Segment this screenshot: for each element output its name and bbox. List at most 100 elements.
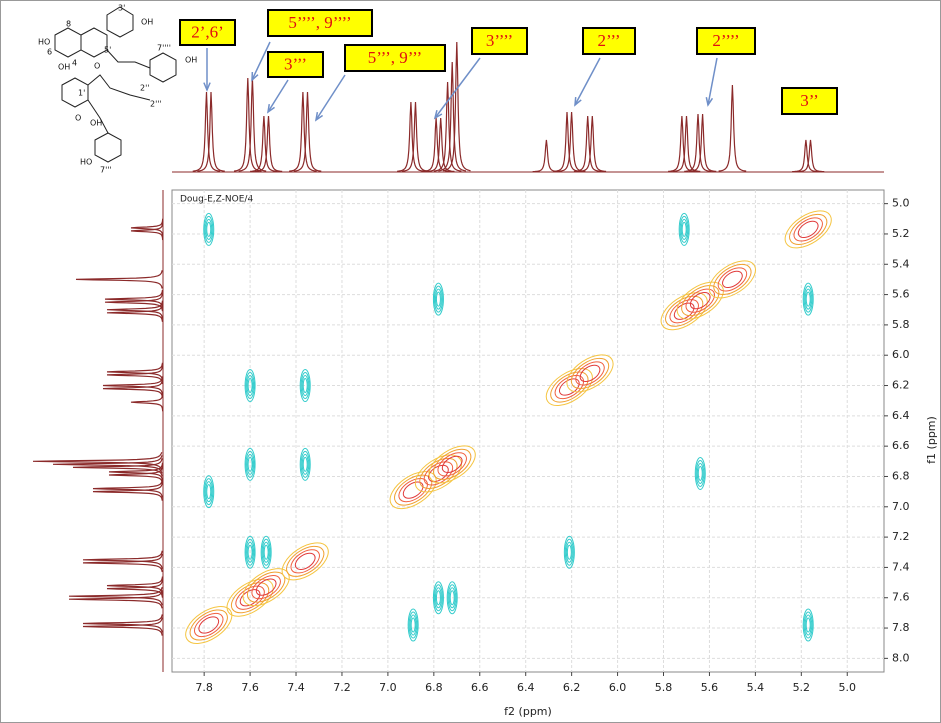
annotation-box — [267, 51, 324, 78]
cross-peak — [301, 453, 309, 475]
y-tick-label: 5.4 — [892, 257, 910, 270]
cross-peak — [565, 541, 573, 563]
y-tick-label: 6.8 — [892, 469, 910, 482]
projection-peak — [426, 117, 455, 173]
cross-peak — [408, 611, 418, 639]
diagonal-peak — [189, 609, 228, 641]
cross-peak — [434, 587, 442, 609]
projection-peak — [197, 91, 225, 172]
projection-peak — [397, 101, 425, 172]
projection-peak — [442, 41, 471, 172]
y-tick-label: 7.0 — [892, 500, 910, 513]
diagonal-peak — [685, 288, 716, 313]
arrow — [574, 57, 601, 106]
projection-peak — [796, 139, 825, 173]
annotation: 3’’’ — [284, 54, 307, 73]
x-tick-label: 7.4 — [287, 681, 305, 694]
projection-peak — [92, 482, 163, 501]
cross-peak — [261, 538, 271, 566]
structure-label: 6 — [47, 48, 52, 57]
cross-peak — [802, 608, 814, 642]
structure-label: 7''' — [100, 166, 112, 175]
projection-peak — [250, 115, 278, 172]
structure-label: OH — [58, 63, 70, 72]
projection-peak — [106, 303, 163, 322]
y-tick-label: 5.6 — [892, 288, 910, 301]
structure-label: 4 — [72, 59, 77, 68]
cross-peak — [245, 450, 255, 478]
projection-peak — [192, 91, 221, 172]
y-tick-label: 7.2 — [892, 530, 910, 543]
cross-peak — [804, 288, 812, 310]
arrow — [707, 57, 718, 106]
projection-peak — [233, 77, 262, 172]
projection-peak — [75, 270, 163, 289]
cross-peak — [262, 541, 270, 563]
annotation: 3’’’’ — [486, 31, 513, 50]
cross-peak — [435, 291, 441, 307]
diagonal-peak — [558, 378, 580, 396]
structure-label: 2'' — [140, 84, 150, 93]
cross-peak — [204, 215, 214, 243]
y-tick-label: 7.8 — [892, 621, 910, 634]
diagonal-peak — [566, 354, 614, 393]
diagonal-peak — [394, 474, 433, 506]
diagonal-peak — [251, 575, 281, 600]
projection-peak — [293, 91, 322, 172]
projection-peak — [684, 113, 712, 172]
projection-peak — [92, 479, 163, 498]
structure-label: 8 — [66, 20, 71, 29]
annotation-box — [582, 27, 636, 55]
y-axis-label: f1 (ppm) — [925, 416, 938, 464]
x-tick-label: 5.6 — [701, 681, 719, 694]
x-tick-label: 6.4 — [517, 681, 535, 694]
cross-peak — [679, 215, 689, 243]
structure-label: O — [94, 62, 100, 71]
structure-label: 3' — [118, 4, 125, 13]
projection-peak — [108, 465, 164, 485]
projection-peak — [130, 392, 164, 412]
x-tick-label: 6.2 — [563, 681, 581, 694]
annotation-box — [179, 19, 236, 46]
cross-peak — [247, 378, 253, 394]
projection-peak — [672, 115, 701, 172]
cross-peak — [260, 535, 272, 569]
arrow — [315, 74, 346, 121]
projection-peak — [668, 115, 696, 172]
cross-peak — [564, 538, 574, 566]
arrow — [434, 57, 481, 119]
cross-peak — [263, 544, 269, 560]
annotation-box — [696, 27, 756, 55]
y-tick-label: 7.4 — [892, 560, 910, 573]
diagonal-peak — [575, 361, 605, 386]
annotation: 3’’ — [800, 91, 819, 110]
cross-peak — [563, 535, 575, 569]
cross-peak — [407, 608, 419, 642]
structure-label: OH — [141, 18, 153, 27]
projection-peak — [289, 91, 317, 172]
y-tick-label: 6.4 — [892, 409, 910, 422]
diagonal-peak — [428, 445, 476, 484]
annotation-box — [344, 44, 446, 72]
diagonal-peak — [414, 454, 462, 493]
projection-peak — [106, 300, 163, 319]
diagonal-peak — [784, 210, 832, 249]
projection-peak — [68, 590, 163, 609]
annotation: 2’’’’ — [712, 31, 739, 50]
cross-peak — [302, 378, 308, 394]
y-tick-label: 6.6 — [892, 439, 910, 452]
y-tick-label: 7.6 — [892, 591, 910, 604]
cross-peak — [206, 221, 212, 237]
cross-peak — [300, 450, 310, 478]
projection-peak — [532, 139, 561, 173]
diagonal-peak — [281, 542, 329, 581]
cross-peak — [435, 590, 441, 606]
x-tick-label: 6.6 — [471, 681, 489, 694]
diagonal-peak — [789, 213, 828, 245]
y-tick-label: 5.8 — [892, 318, 910, 331]
diagonal-peak — [713, 263, 752, 295]
plot-area — [171, 189, 885, 673]
diagonal-peak — [545, 368, 593, 407]
cross-peak — [433, 285, 443, 313]
arrow-head — [314, 111, 324, 122]
